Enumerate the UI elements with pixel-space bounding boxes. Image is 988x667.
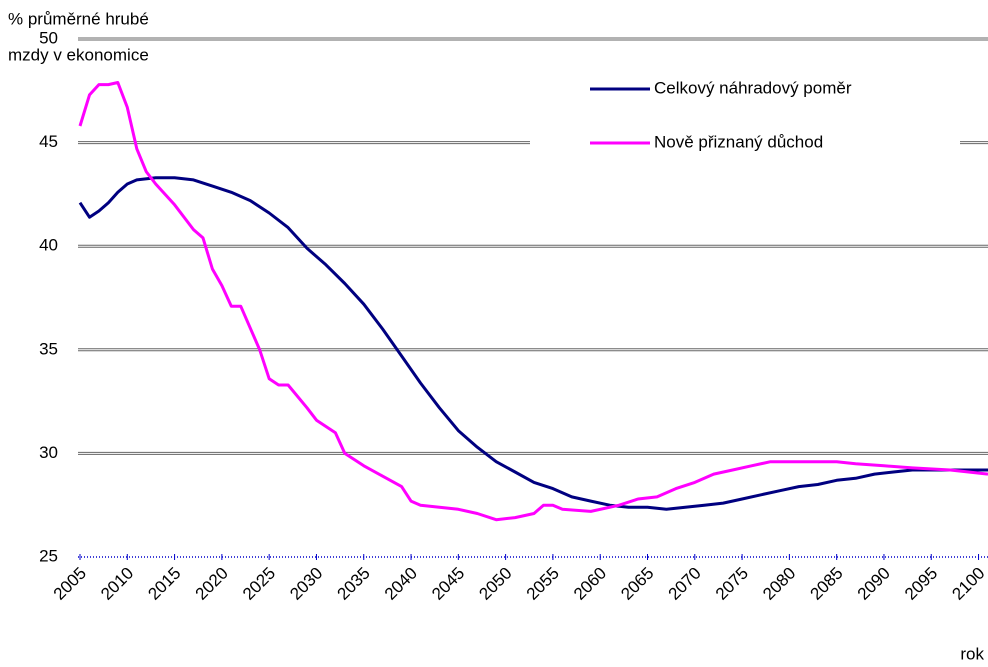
x-tick-label: 2015	[144, 564, 184, 604]
y-tick-label: 25	[39, 546, 58, 565]
x-tick-label: 2100	[948, 564, 988, 604]
x-tick-label: 2045	[428, 564, 468, 604]
y-tick-label: 50	[39, 28, 58, 47]
x-tick-label: 2005	[50, 564, 90, 604]
x-tick-label: 2075	[712, 564, 752, 604]
x-tick-label: 2085	[806, 564, 846, 604]
x-tick-label: 2060	[570, 564, 610, 604]
x-tick-label: 2065	[617, 564, 657, 604]
x-tick-label: 2035	[334, 564, 374, 604]
x-tick-label: 2095	[901, 564, 941, 604]
legend-label: Nově přiznaný důchod	[654, 132, 823, 151]
y-tick-label: 45	[39, 132, 58, 151]
x-tick-label: 2055	[523, 564, 563, 604]
x-tick-label: 2020	[192, 564, 232, 604]
series-line	[78, 81, 988, 522]
series-line	[78, 176, 988, 511]
x-tick-label: 2030	[286, 564, 326, 604]
legend-label: Celkový náhradový poměr	[654, 78, 852, 97]
x-tick-label: 2010	[97, 564, 137, 604]
x-tick-label: 2050	[475, 564, 515, 604]
x-tick-label: 2040	[381, 564, 421, 604]
x-tick-label: 2080	[759, 564, 799, 604]
y-tick-label: 35	[39, 339, 58, 358]
y-axis-label: % průměrné hrubé	[8, 9, 149, 28]
y-tick-label: 40	[39, 236, 58, 255]
x-tick-label: 2090	[854, 564, 894, 604]
x-tick-label: 2025	[239, 564, 279, 604]
y-axis-label: mzdy v ekonomice	[8, 45, 149, 64]
x-axis-label: rok	[960, 644, 984, 663]
legend-background	[530, 60, 960, 170]
y-tick-label: 30	[39, 443, 58, 462]
x-tick-label: 2070	[665, 564, 705, 604]
